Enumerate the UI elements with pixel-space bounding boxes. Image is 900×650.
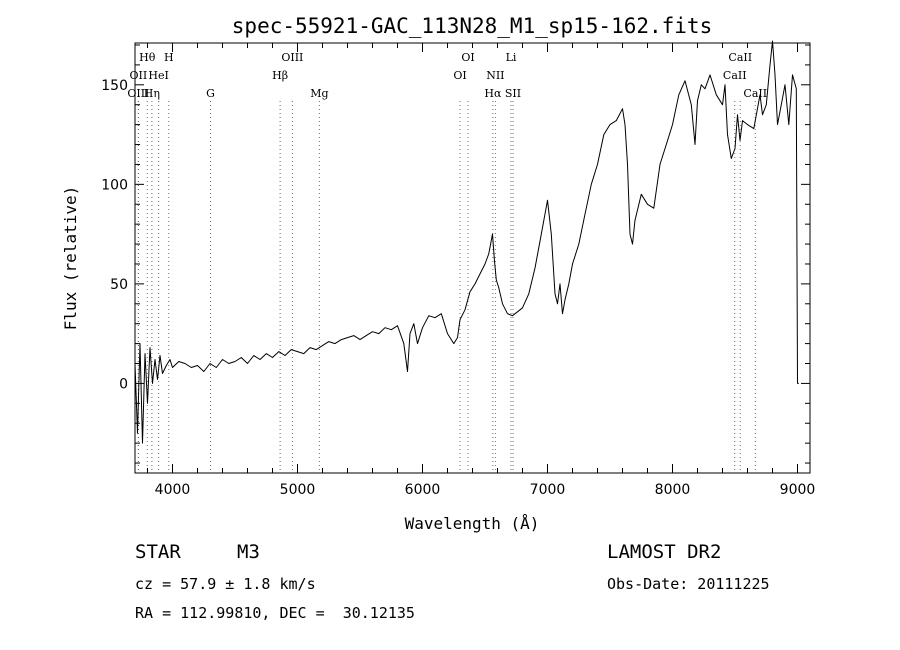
spectral-line-label: Hη [144,87,160,100]
spectral-line-label: Hα [484,87,502,100]
x-axis-label: Wavelength (Å) [405,514,540,533]
velocity-readout: cz = 57.9 ± 1.8 km/s [135,575,316,593]
x-tick-label: 6000 [405,482,441,498]
spectral-line-label: Mg [310,87,328,100]
spectral-line-label: CaII [728,51,752,64]
spectrum-series [134,40,799,444]
x-tick-label: 8000 [655,482,691,498]
x-tick-label: 7000 [530,482,566,498]
y-tick-label: 50 [110,277,128,293]
x-tick-label: 5000 [280,482,316,498]
spectral-line-label: OIII [127,87,149,100]
spectral-line-label: NII [486,69,504,82]
spectral-line-label: Li [506,51,517,64]
x-tick-label: 9000 [780,482,816,498]
x-tick-label: 4000 [155,482,191,498]
spectral-line-label: HeI [148,69,168,82]
object-subclass: M3 [237,541,260,563]
y-tick-label: 0 [119,376,128,392]
spectral-line-label: OIII [281,51,303,64]
spectral-line-label: G [206,87,215,100]
spectral-line-label: OI [453,69,466,82]
chart-title: spec-55921-GAC_113N28_M1_sp15-162.fits [232,14,712,38]
spectral-line-label: CaII [743,87,767,100]
x-axis: 4000 5000 6000 7000 8000 9000 [147,43,816,498]
spectral-line-label: SII [505,87,521,100]
y-axis-label: Flux (relative) [61,186,80,331]
object-class: STAR [135,541,181,563]
spectrum-line [134,40,799,444]
coordinates: RA = 112.99810, DEC = 30.12135 [135,604,415,622]
spectral-line-label: Hθ [139,51,156,64]
y-tick-label: 150 [101,78,128,94]
spectral-line-label: OI [461,51,474,64]
survey-name: LAMOST DR2 [607,541,722,563]
y-axis: 0 50 100 150 [101,44,810,464]
spectral-line-label: H [164,51,174,64]
spectral-line-label: OII [130,69,148,82]
y-tick-label: 100 [101,177,128,193]
obs-date: Obs-Date: 20111225 [607,575,770,593]
spectral-line-label: CaII [723,69,747,82]
spectral-line-label: Hβ [272,69,288,82]
plot-frame [134,42,811,474]
